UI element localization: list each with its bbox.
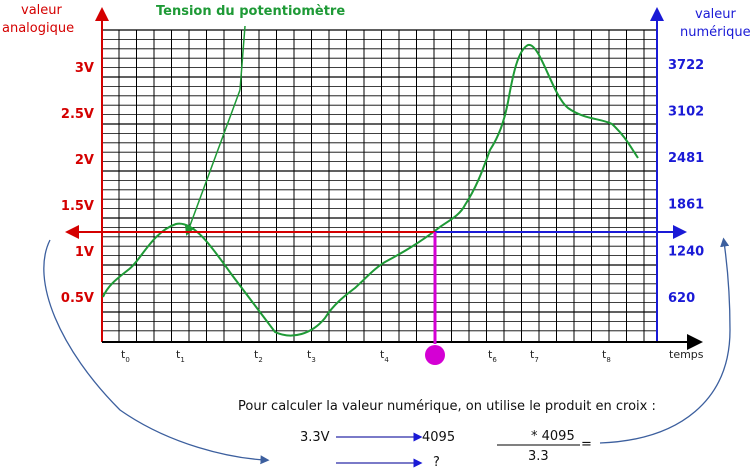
time-tick-label-t8: t8 (602, 348, 611, 364)
left-tick-label: 1V (75, 245, 94, 260)
right-tick-label: 3722 (668, 58, 704, 73)
caption-sentence: Pour calculer la valeur numérique, on ut… (238, 399, 656, 414)
row2-right-value: ? (433, 455, 440, 468)
plot-grid (102, 29, 657, 342)
right-axis-ticks: 620 1240 1861 2481 3102 3722 (668, 58, 704, 306)
right-tick-label: 2481 (668, 151, 704, 166)
left-tick-label: 2.5V (61, 107, 94, 122)
curve-pointer (239, 25, 246, 91)
time-tick-label-t7: t7 (530, 348, 539, 364)
right-axis-title-line2: numérique (680, 25, 751, 40)
t5-highlight (425, 345, 445, 365)
fraction-numerator: * 4095 (531, 429, 575, 444)
potentiometer-curve (102, 44, 639, 337)
time-tick-label-t6: t6 (488, 348, 497, 364)
row1-right-value: 4095 (422, 430, 455, 445)
left-tick-label: 0.5V (61, 291, 94, 306)
left-axis-ticks: 0.5V 1V 1.5V 2V 2.5V 3V (61, 61, 94, 306)
time-axis-label: temps (669, 348, 704, 361)
right-tick-label: 1240 (668, 244, 704, 259)
time-tick-label-t0: t0 (121, 348, 130, 364)
right-tick-label: 1861 (668, 198, 704, 213)
left-loop-arrow (43, 239, 270, 465)
time-tick-label-t1: t1 (176, 348, 185, 364)
curve-label: Tension du potentiomètre (156, 4, 345, 19)
curve-pointer-arrow (184, 89, 241, 236)
left-tick-label: 1.5V (61, 199, 94, 214)
time-tick-label-t3: t3 (307, 348, 316, 364)
time-tick-label-t4: t4 (380, 348, 389, 364)
fraction-equals: = (581, 437, 592, 452)
time-tick-label-t2: t2 (254, 348, 263, 364)
right-tick-label: 620 (668, 291, 695, 306)
left-axis-title-line2: analogique (2, 21, 74, 36)
row1-left-value: 3.3V (300, 430, 330, 445)
right-tick-label: 3102 (668, 104, 704, 119)
right-loop-arrow (599, 237, 731, 444)
right-axis-title: valeur (695, 7, 737, 22)
left-tick-label: 3V (75, 61, 94, 76)
time-axis-ticks: t0t1t2t3t4t5t6t7t8 (121, 348, 611, 364)
left-tick-label: 2V (75, 153, 94, 168)
fraction-denominator: 3.3 (528, 449, 549, 464)
left-axis-title: valeur (21, 3, 63, 18)
